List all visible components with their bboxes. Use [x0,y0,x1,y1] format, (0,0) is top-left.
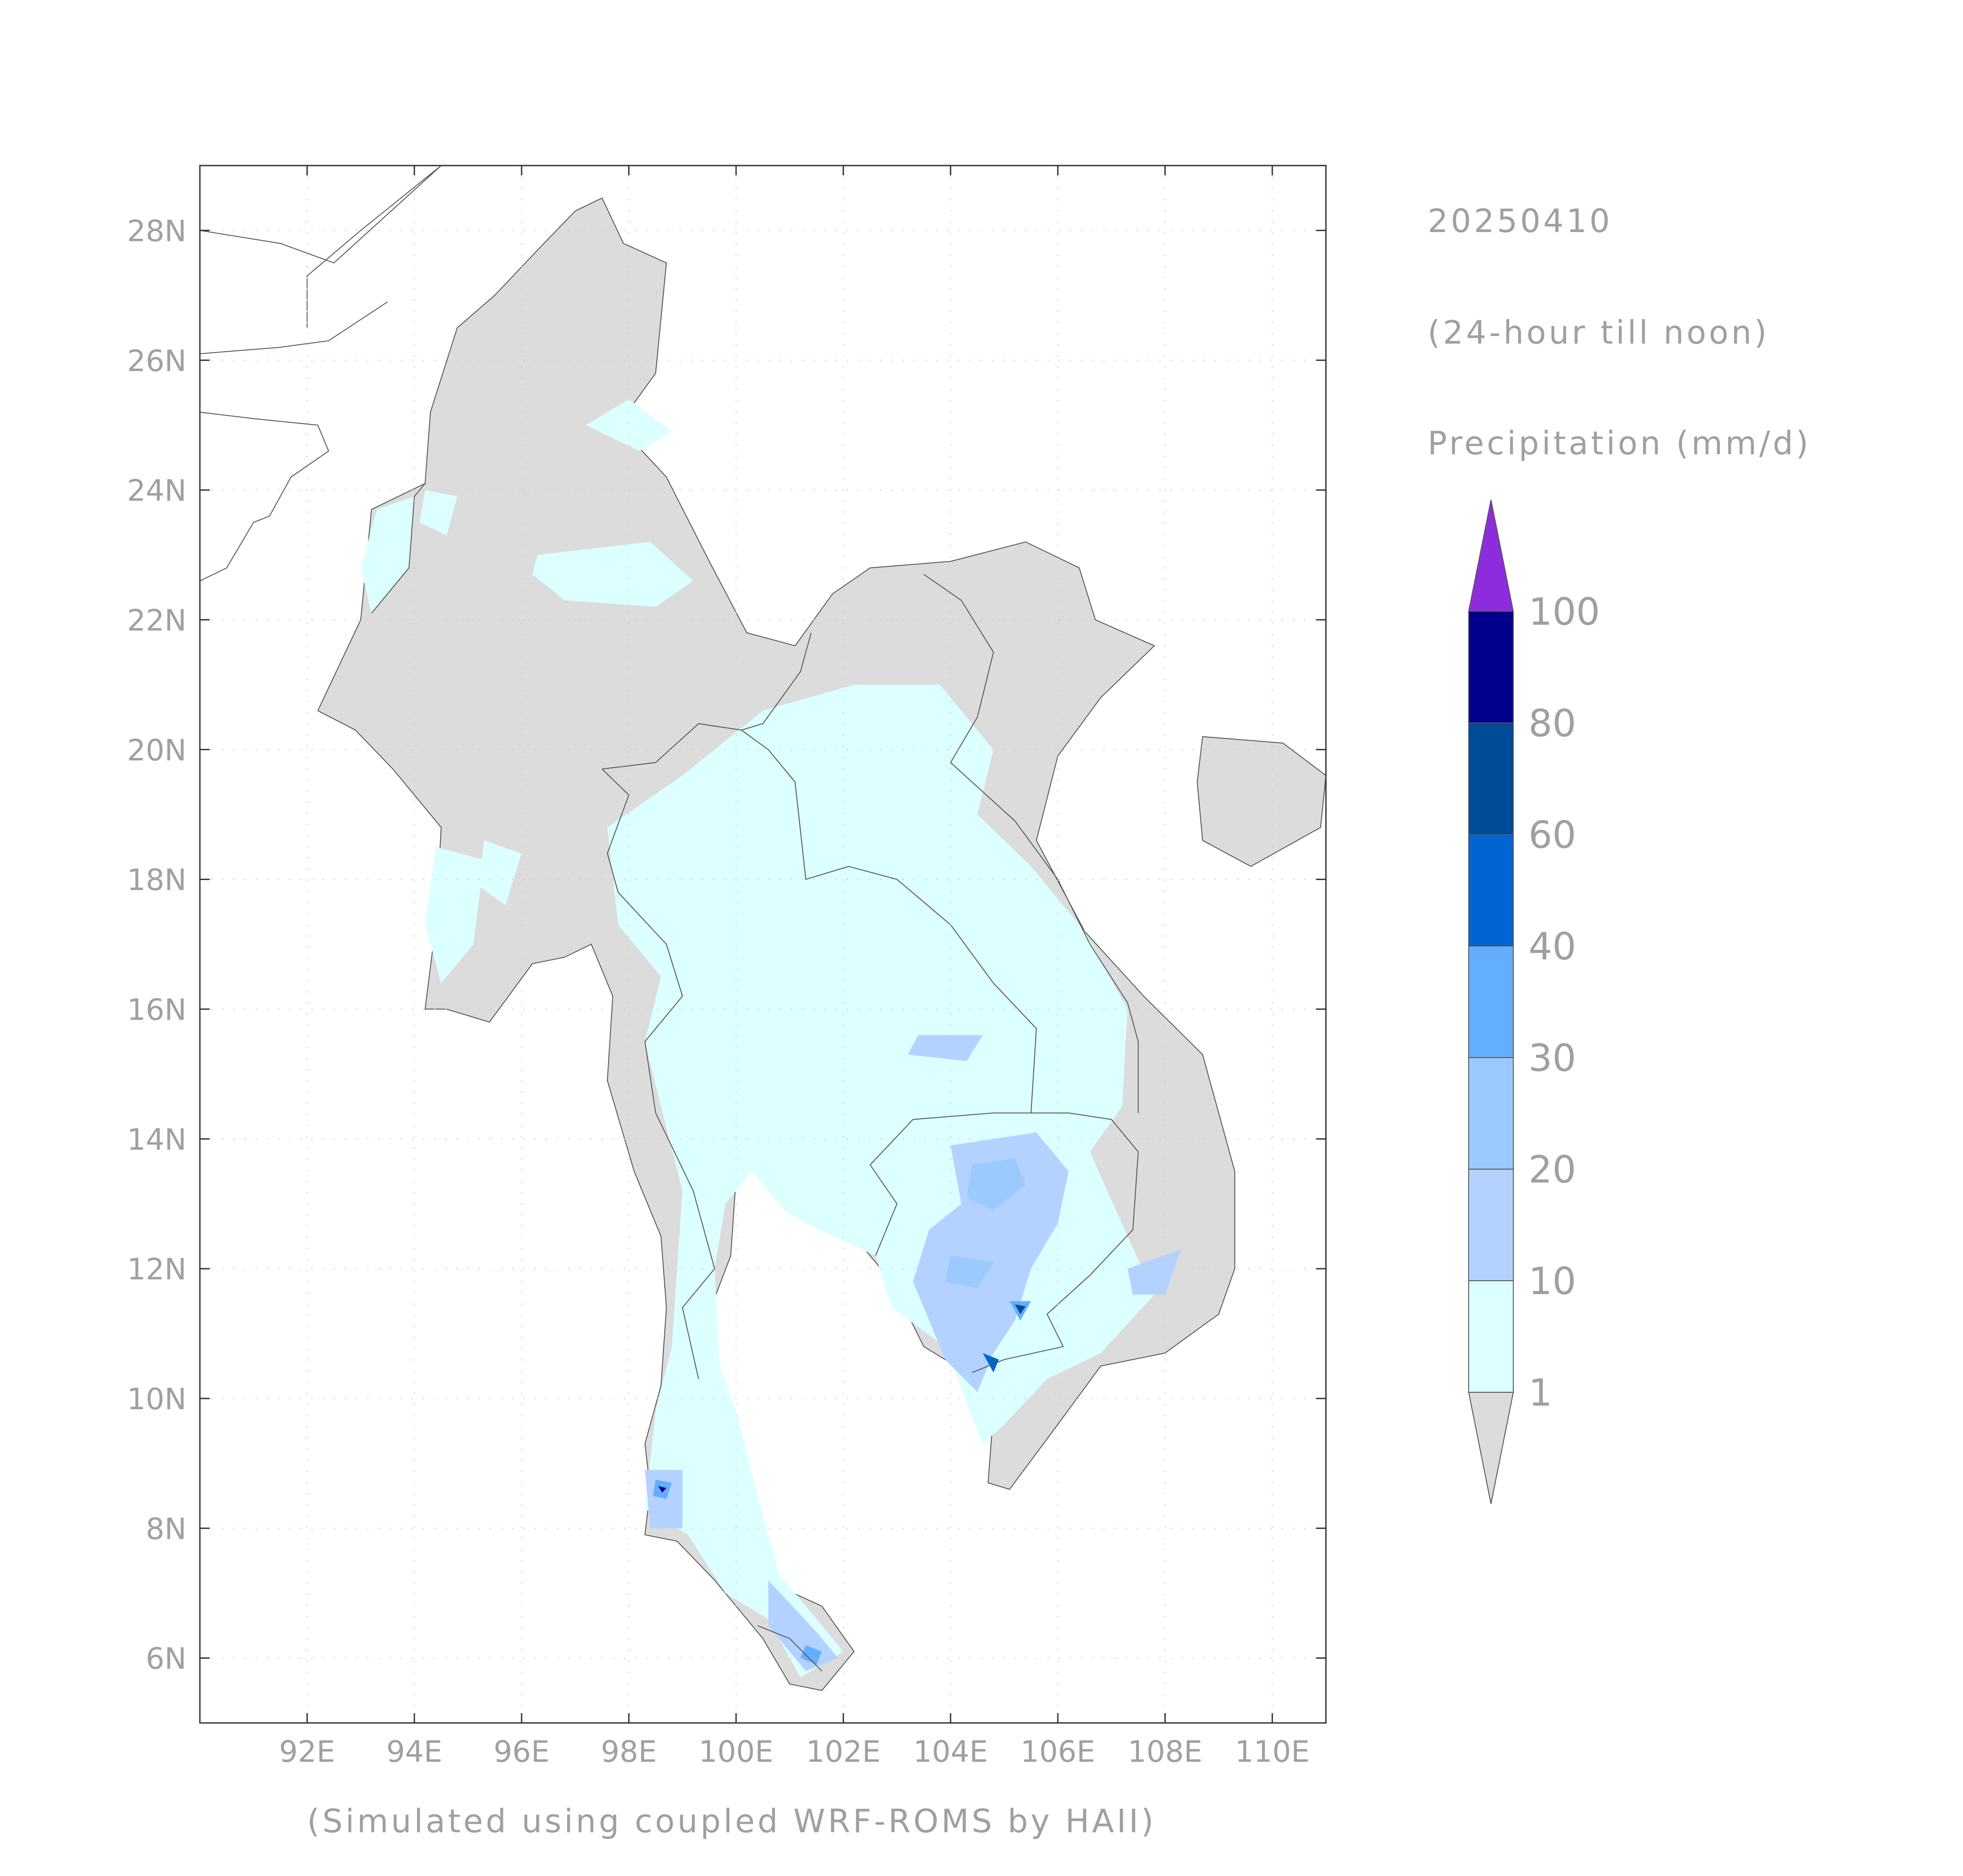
lon-tick-label-4: 100E [699,1735,774,1769]
lon-tick-label-7: 106E [1020,1735,1095,1769]
rain-area-6 [479,840,522,905]
lat-tick-label-11: 28N [127,214,186,248]
rain-area-10 [1127,1249,1181,1295]
rain-area-12 [966,1158,1026,1211]
border-line-10 [200,301,388,354]
map-content [200,166,1326,1723]
borders-layer [200,166,1139,1672]
model-credit: (Simulated using coupled WRF-ROMS by HAI… [307,1802,1156,1840]
color-legend: 1 10 20 30 40 60 80 100 [1468,499,1600,1504]
variable-title: Precipitation (mm/d) [1428,424,1811,462]
rain-area-8 [768,1580,838,1671]
rain-area-5 [586,399,672,451]
date-title: 20250410 [1428,202,1612,240]
lat-tick-label-3: 12N [127,1252,186,1287]
legend-label-6: 80 [1528,701,1576,745]
lon-tick-label-5: 102E [806,1735,881,1769]
land-mass-1 [1197,736,1326,867]
border-line-5 [644,1041,715,1379]
period-subtitle: (24-hour till noon) [1428,314,1769,351]
longitude-axis: 92E 94E 96E 98E 100E 102E 104E 106E 108E 110E [279,166,1310,1769]
legend-box-6 [1468,611,1514,723]
lon-tick-label-9: 110E [1235,1735,1310,1769]
border-line-9 [200,166,442,264]
border-line-12 [200,515,270,581]
lat-tick-label-1: 8N [146,1512,186,1546]
legend-label-4: 40 [1528,925,1576,968]
rain-area-13 [945,1256,994,1288]
lon-tick-label-3: 98E [601,1735,657,1769]
border-line-11 [200,411,329,516]
legend-box-4 [1468,834,1514,946]
rain-area-9 [907,1035,983,1061]
border-line-8 [306,166,442,328]
lat-tick-label-10: 26N [127,344,186,378]
rain-area-16 [800,1645,822,1665]
rain-area-3 [419,490,457,535]
legend-box-3 [1468,946,1514,1058]
border-line-2 [741,730,1037,1113]
rain-area-4 [425,847,484,984]
lon-tick-label-1: 94E [386,1735,443,1769]
legend-under-triangle [1468,1392,1514,1504]
legend-label-5: 60 [1528,813,1576,857]
border-line-6 [757,1625,822,1672]
lon-tick-label-2: 96E [493,1735,550,1769]
lat-tick-label-9: 24N [127,473,186,508]
rain-area-18 [1015,1304,1026,1314]
rain-area-1 [360,496,414,614]
lon-tick-label-6: 104E [913,1735,988,1769]
latitude-axis: 6N 8N 10N 12N 14N 16N 18N 20N 22N 24N 26N 28N [127,214,1326,1676]
legend-label-1: 10 [1528,1259,1576,1303]
border-line-4 [870,1112,1139,1373]
lat-tick-label-6: 18N [127,863,186,897]
lon-tick-label-8: 108E [1128,1735,1203,1769]
map-frame [199,165,1327,1724]
legend-box-5 [1468,722,1514,835]
rain-area-11 [645,1469,683,1528]
legend-over-triangle [1468,499,1514,612]
legend-label-2: 20 [1528,1148,1576,1191]
rain-area-17 [982,1353,999,1373]
legend-box-2 [1468,1057,1514,1170]
border-line-3 [601,768,683,1042]
legend-box-0 [1468,1280,1514,1393]
border-line-7 [924,574,1139,1113]
legend-label-3: 30 [1528,1036,1576,1080]
border-line-0 [371,483,426,614]
legend-box-1 [1468,1169,1514,1281]
lat-tick-label-8: 22N [127,603,186,638]
lat-tick-label-0: 6N [146,1642,186,1676]
map-panel: 92E 94E 96E 98E 100E 102E 104E 106E 108E 110E 6N 8… [127,165,1327,1769]
rain-area-19 [658,1486,667,1493]
legend-label-0: 1 [1528,1371,1552,1415]
lat-tick-label-7: 20N [127,733,186,768]
lat-tick-label-5: 16N [127,992,186,1027]
rain-area-2 [532,542,693,607]
lat-tick-label-4: 14N [127,1122,186,1157]
lat-tick-label-2: 10N [127,1382,186,1416]
legend-label-7: 100 [1528,590,1600,634]
lon-tick-label-0: 92E [279,1735,335,1769]
